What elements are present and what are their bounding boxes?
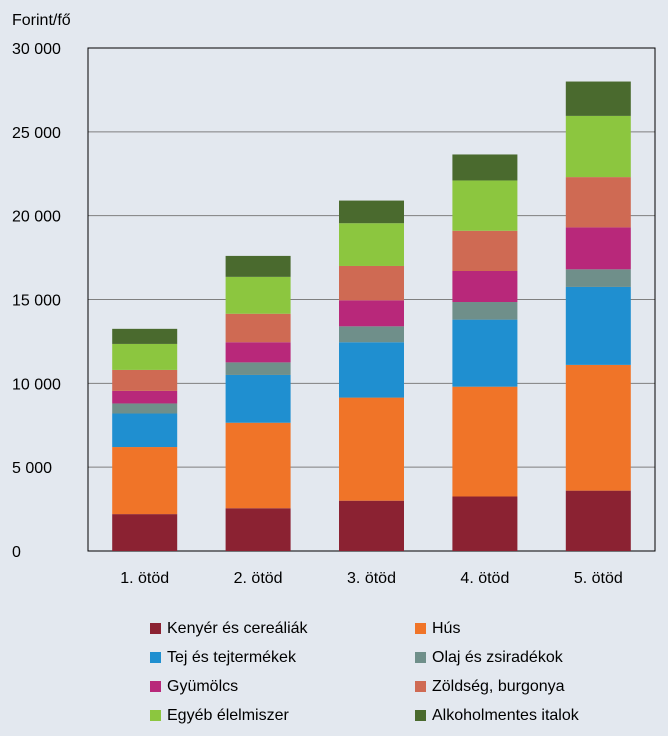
legend-swatch: [150, 623, 161, 634]
x-tick-label: 5. ötöd: [574, 570, 623, 587]
bar-segment: [112, 369, 178, 391]
bar-segment: [225, 508, 291, 551]
bar-segment: [225, 313, 291, 343]
legend-item: Tej és tejtermékek: [150, 647, 415, 668]
legend: Kenyér és cereáliák Hús Tej és tejtermékek…: [150, 618, 630, 726]
bar-segment: [565, 81, 631, 116]
bar-segment: [112, 447, 178, 515]
bar-segment: [112, 343, 178, 370]
bar-segment: [565, 115, 631, 178]
bar-segment: [452, 302, 518, 320]
legend-label: Hús: [432, 619, 461, 637]
y-tick-label: 20 000: [12, 209, 61, 226]
legend-item: Egyéb élelmiszer: [150, 705, 415, 726]
bar-segment: [452, 319, 518, 387]
legend-label: Gyümölcs: [167, 677, 239, 695]
bar-segment: [565, 269, 631, 287]
bar-segment: [339, 265, 404, 301]
legend-item: Olaj és zsiradékok: [415, 647, 630, 668]
bar-segment: [452, 496, 518, 551]
legend-label: Olaj és zsiradékok: [432, 648, 563, 666]
legend-item: Gyümölcs: [150, 676, 415, 697]
bar-segment: [565, 286, 631, 365]
x-tick-label: 1. ötöd: [120, 570, 169, 587]
y-axis-label: Forint/fő: [12, 12, 71, 29]
legend-label: Alkoholmentes italok: [432, 706, 579, 724]
legend-label: Zöldség, burgonya: [432, 677, 565, 695]
legend-item: Zöldség, burgonya: [415, 676, 630, 697]
legend-swatch: [150, 681, 161, 692]
bar-segment: [225, 342, 291, 363]
legend-swatch: [415, 710, 426, 721]
bar-segment: [225, 374, 291, 423]
x-tick-label: 4. ötöd: [460, 570, 509, 587]
legend-label: Kenyér és cereáliák: [167, 619, 308, 637]
x-tick-label: 3. ötöd: [347, 570, 396, 587]
bar-segment: [225, 255, 291, 277]
legend-item: Kenyér és cereáliák: [150, 618, 415, 639]
stacked-bar-chart: Forint/fő 0 5 000 10 000 15 000 20 000 25 000…: [12, 12, 656, 587]
bar-segment: [112, 514, 178, 551]
bar-segment: [565, 490, 631, 551]
bar-segment: [452, 154, 518, 181]
bar-segment: [339, 223, 404, 266]
y-tick-label: 30 000: [12, 41, 61, 58]
bar-segment: [339, 342, 404, 398]
y-tick-label: 0: [12, 544, 21, 561]
bar-segment: [339, 326, 404, 343]
legend-swatch: [150, 710, 161, 721]
bar-segment: [339, 397, 404, 501]
y-tick-label: 10 000: [12, 376, 61, 393]
y-tick-label: 25 000: [12, 125, 61, 142]
bar-segment: [452, 386, 518, 497]
bar-segment: [112, 390, 178, 404]
bar-segment: [452, 270, 518, 303]
bar-segment: [225, 362, 291, 375]
y-tick-label: 15 000: [12, 293, 61, 310]
legend-swatch: [415, 652, 426, 663]
bar-segment: [225, 422, 291, 509]
bar-segment: [452, 180, 518, 231]
bar-segment: [565, 177, 631, 228]
legend-label: Tej és tejtermékek: [167, 648, 296, 666]
legend-swatch: [415, 681, 426, 692]
y-tick-label: 5 000: [12, 460, 52, 477]
bar-segment: [225, 276, 291, 314]
bar-segment: [565, 227, 631, 270]
bar-segment: [339, 500, 404, 551]
legend-label: Egyéb élelmiszer: [167, 706, 289, 724]
bar-segment: [112, 413, 178, 448]
bar-segment: [112, 403, 178, 414]
bar-segment: [452, 230, 518, 271]
legend-swatch: [415, 623, 426, 634]
bar-segment: [339, 300, 404, 327]
bar-segment: [565, 364, 631, 491]
legend-item: Alkoholmentes italok: [415, 705, 630, 726]
bar-segment: [112, 328, 178, 344]
legend-swatch: [150, 652, 161, 663]
bar-segment: [339, 200, 404, 224]
legend-item: Hús: [415, 618, 630, 639]
x-tick-label: 2. ötöd: [234, 570, 283, 587]
